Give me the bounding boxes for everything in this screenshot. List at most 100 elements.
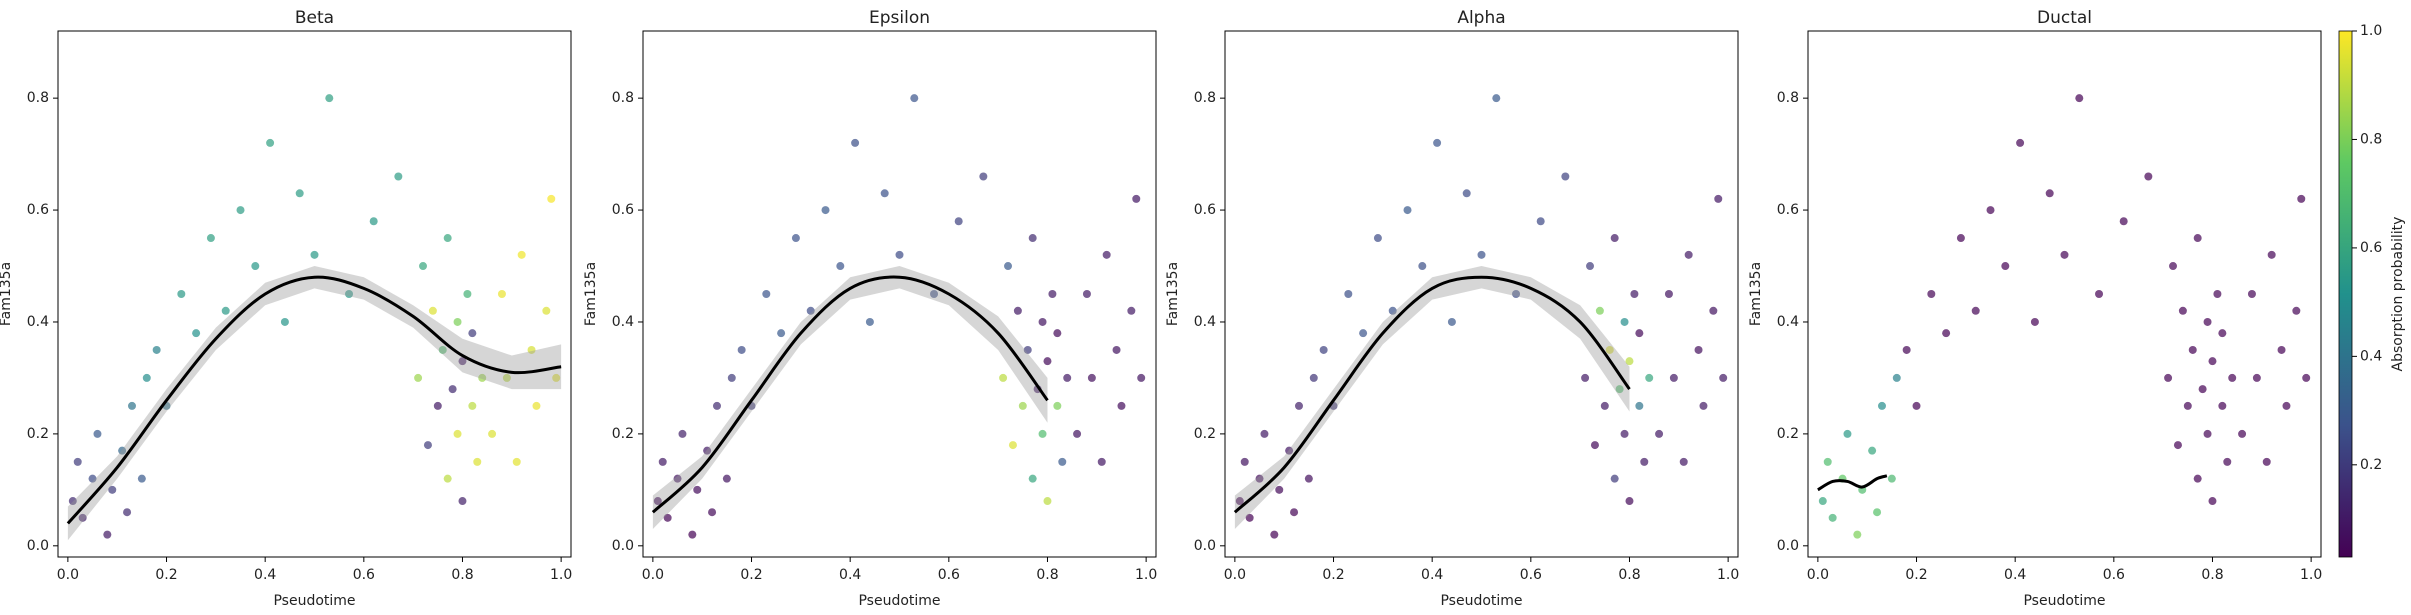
point <box>2169 262 2178 271</box>
point <box>2164 373 2173 382</box>
point <box>414 373 423 382</box>
point <box>2282 401 2291 410</box>
point <box>1714 194 1723 203</box>
point <box>103 530 112 539</box>
trend-line <box>1233 275 1631 514</box>
point <box>1023 345 1032 354</box>
y-tick-label: 0.2 <box>1194 426 1216 442</box>
point <box>1719 373 1728 382</box>
y-tick-label: 0.8 <box>1194 90 1216 106</box>
point <box>1245 513 1254 522</box>
y-axis-label: Fam135a <box>1165 262 1181 326</box>
point <box>463 290 472 298</box>
point <box>93 429 102 438</box>
point <box>127 401 136 410</box>
point <box>123 508 132 517</box>
y-tick-label: 0.6 <box>27 202 49 218</box>
point <box>1097 457 1106 466</box>
point <box>1645 373 1654 382</box>
point <box>1887 474 1896 483</box>
point <box>762 290 771 298</box>
point <box>979 172 988 181</box>
point <box>433 401 442 410</box>
point <box>2218 401 2227 410</box>
point <box>108 485 117 494</box>
x-tick-label: 0.4 <box>1421 567 1443 583</box>
point <box>2203 317 2212 326</box>
point <box>1373 234 1382 243</box>
colorbar-tick-label: 0.8 <box>2360 131 2382 147</box>
point <box>1694 345 1703 354</box>
point <box>1240 457 1249 466</box>
point <box>1595 306 1604 315</box>
x-axis-label: Pseudotime <box>1440 593 1522 609</box>
point <box>1235 497 1244 506</box>
x-tick-label: 0.0 <box>57 567 79 583</box>
point <box>473 457 482 466</box>
point <box>2075 94 2084 103</box>
x-tick-label: 1.0 <box>550 567 572 583</box>
y-tick-label: 0.8 <box>27 90 49 106</box>
point <box>443 474 452 483</box>
point <box>930 290 939 298</box>
point <box>1605 345 1614 354</box>
point <box>1610 234 1619 243</box>
x-tick-label: 0.8 <box>1036 567 1058 583</box>
x-axis-label: Pseudotime <box>2023 593 2105 609</box>
point <box>1290 508 1299 517</box>
point <box>2262 457 2271 466</box>
point <box>2203 429 2212 438</box>
point <box>1679 457 1688 466</box>
point <box>73 457 82 466</box>
point <box>2267 250 2276 259</box>
point <box>1132 194 1141 203</box>
point <box>295 189 304 198</box>
point <box>2228 373 2237 382</box>
point <box>865 317 874 326</box>
point <box>458 357 467 366</box>
point <box>1512 290 1521 298</box>
point <box>1942 329 1951 338</box>
point <box>118 446 127 455</box>
y-tick-label: 0.0 <box>1777 538 1799 554</box>
point <box>438 345 447 354</box>
point <box>448 385 457 394</box>
y-tick-label: 0.2 <box>612 426 634 442</box>
y-tick-label: 0.6 <box>612 202 634 218</box>
point <box>1561 172 1570 181</box>
point <box>2178 306 2187 315</box>
confidence-band <box>652 266 1048 530</box>
point <box>1028 234 1037 243</box>
y-tick-label: 0.4 <box>612 314 634 330</box>
point <box>910 94 919 103</box>
y-tick-label: 0.8 <box>612 90 634 106</box>
point <box>345 290 354 298</box>
point <box>1359 329 1368 338</box>
point <box>325 94 334 103</box>
point <box>2302 373 2311 382</box>
point <box>2188 345 2197 354</box>
point <box>1462 189 1471 198</box>
point <box>458 497 467 506</box>
x-tick-label: 0.8 <box>451 567 473 583</box>
x-tick-label: 1.0 <box>1717 567 1739 583</box>
point <box>1117 401 1126 410</box>
point <box>394 172 403 181</box>
x-tick-label: 0.0 <box>642 567 664 583</box>
point <box>777 329 786 338</box>
point <box>236 206 245 215</box>
point <box>1388 306 1397 315</box>
point <box>547 194 556 203</box>
panel: Alpha 0.0 0.2 0.4 0.6 0.8 1.0 0.0 0.2 0.4 0.6 0.8 Ps… <box>1165 8 1739 609</box>
confidence-band <box>67 266 562 541</box>
point <box>1927 290 1936 298</box>
point <box>2297 194 2306 203</box>
x-tick-label: 0.6 <box>1520 567 1542 583</box>
x-tick-label: 0.0 <box>1807 567 1829 583</box>
point <box>708 508 717 517</box>
point <box>2119 217 2128 226</box>
point <box>712 401 721 410</box>
point <box>1620 429 1629 438</box>
x-tick-label: 0.8 <box>2201 567 2223 583</box>
point <box>1630 290 1639 298</box>
